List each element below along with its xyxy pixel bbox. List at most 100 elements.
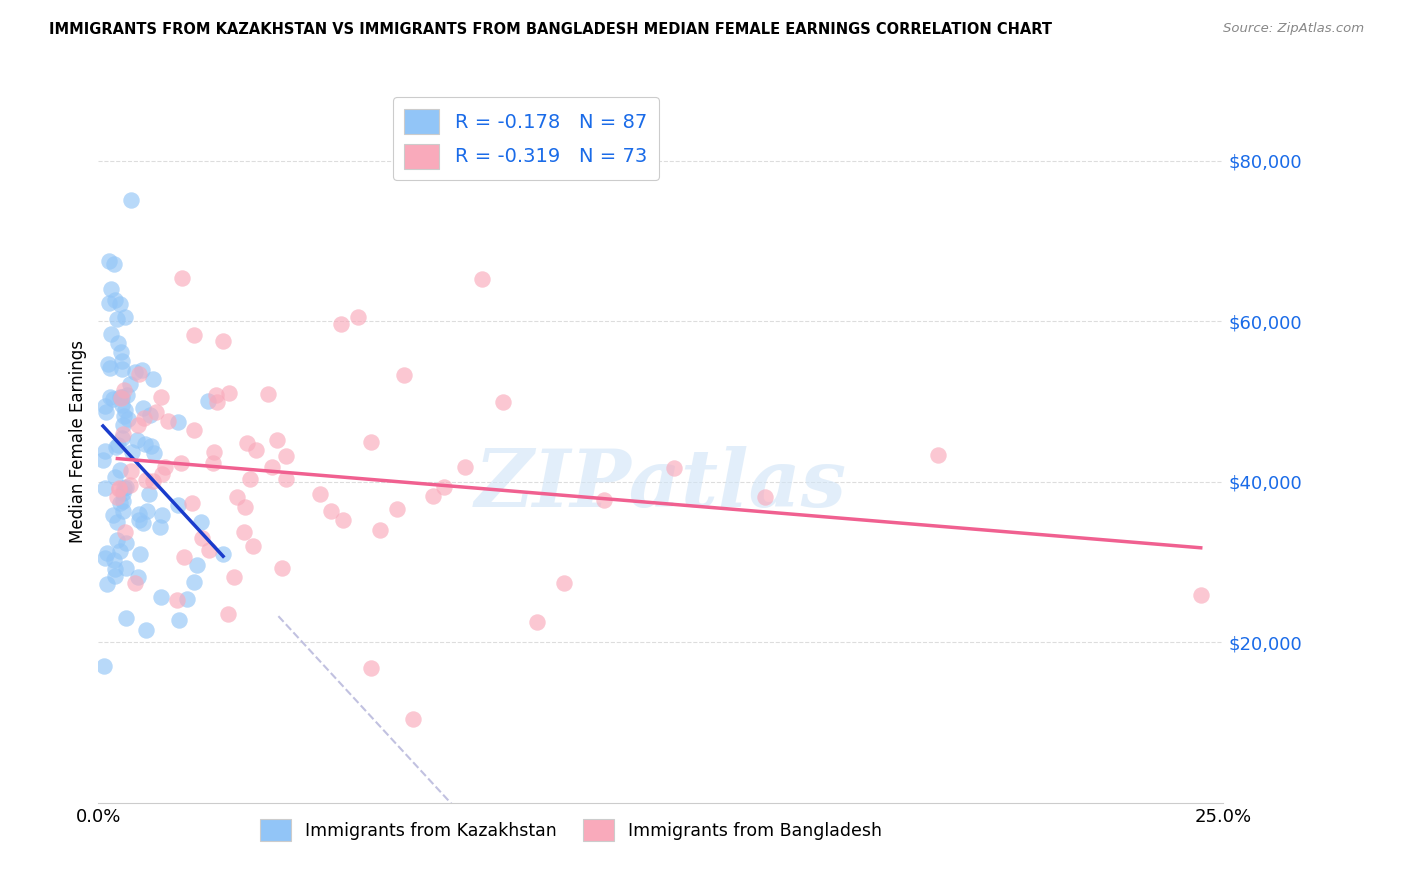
Point: [110, 391, 132, 405]
Point: [245, 443, 267, 458]
Point: [114, 383, 136, 397]
Point: [183, 423, 205, 437]
Point: [103, 469, 125, 483]
Point: [105, 515, 128, 529]
Point: [202, 445, 225, 459]
Point: [139, 439, 162, 453]
Point: [180, 495, 202, 509]
Point: [128, 507, 150, 521]
Point: [138, 487, 160, 501]
Point: [112, 481, 135, 495]
Point: [114, 402, 136, 417]
Point: [100, 360, 122, 375]
Text: IMMIGRANTS FROM KAZAKHSTAN VS IMMIGRANTS FROM BANGLADESH MEDIAN FEMALE EARNINGS : IMMIGRANTS FROM KAZAKHSTAN VS IMMIGRANTS…: [49, 22, 1052, 37]
Point: [124, 365, 146, 379]
Point: [108, 483, 131, 497]
Point: [111, 504, 134, 518]
Point: [233, 500, 256, 515]
Point: [217, 607, 239, 622]
Point: [110, 344, 132, 359]
Point: [149, 390, 172, 404]
Point: [107, 437, 129, 451]
Point: [150, 467, 173, 481]
Point: [128, 368, 150, 382]
Point: [94, 405, 117, 419]
Point: [394, 368, 416, 382]
Point: [142, 372, 165, 386]
Point: [927, 448, 949, 462]
Point: [96, 577, 118, 591]
Point: [266, 433, 288, 447]
Point: [111, 431, 134, 445]
Point: [120, 193, 142, 207]
Point: [104, 293, 127, 307]
Point: [274, 449, 297, 463]
Point: [183, 574, 205, 589]
Point: [422, 489, 444, 503]
Point: [218, 385, 240, 400]
Point: [105, 533, 128, 548]
Point: [330, 317, 353, 331]
Point: [593, 493, 616, 508]
Point: [360, 661, 382, 675]
Point: [105, 440, 128, 454]
Point: [1189, 589, 1212, 603]
Point: [402, 712, 425, 726]
Point: [491, 395, 513, 409]
Point: [115, 561, 138, 575]
Point: [662, 461, 685, 475]
Point: [94, 400, 117, 414]
Point: [108, 496, 131, 510]
Point: [135, 624, 157, 638]
Point: [115, 610, 138, 624]
Point: [135, 474, 157, 488]
Point: [117, 412, 139, 426]
Text: Source: ZipAtlas.com: Source: ZipAtlas.com: [1223, 22, 1364, 36]
Point: [107, 481, 129, 495]
Point: [153, 460, 176, 475]
Point: [239, 472, 262, 486]
Point: [105, 490, 128, 504]
Point: [112, 409, 135, 424]
Point: [190, 515, 212, 529]
Point: [347, 310, 370, 325]
Point: [143, 446, 166, 460]
Point: [103, 562, 125, 576]
Point: [205, 395, 228, 409]
Point: [124, 576, 146, 591]
Point: [360, 434, 382, 449]
Point: [224, 570, 246, 584]
Point: [114, 524, 136, 539]
Point: [112, 486, 135, 500]
Point: [132, 401, 155, 415]
Point: [111, 418, 134, 433]
Point: [332, 513, 354, 527]
Point: [108, 297, 131, 311]
Point: [321, 504, 343, 518]
Point: [526, 615, 548, 629]
Point: [432, 480, 454, 494]
Point: [94, 481, 117, 495]
Y-axis label: Median Female Earnings: Median Female Earnings: [69, 340, 87, 543]
Point: [191, 531, 214, 545]
Point: [129, 547, 152, 561]
Point: [96, 357, 118, 371]
Point: [309, 487, 332, 501]
Point: [197, 393, 219, 408]
Point: [183, 328, 205, 343]
Point: [131, 363, 153, 377]
Point: [167, 416, 190, 430]
Point: [236, 436, 259, 450]
Point: [201, 456, 224, 470]
Point: [100, 327, 122, 342]
Point: [232, 524, 254, 539]
Point: [108, 543, 131, 558]
Point: [111, 426, 134, 441]
Point: [101, 392, 124, 407]
Point: [173, 550, 195, 565]
Point: [98, 254, 121, 268]
Point: [110, 463, 132, 477]
Text: ZIPatlas: ZIPatlas: [475, 446, 846, 524]
Point: [104, 568, 127, 582]
Point: [117, 387, 139, 401]
